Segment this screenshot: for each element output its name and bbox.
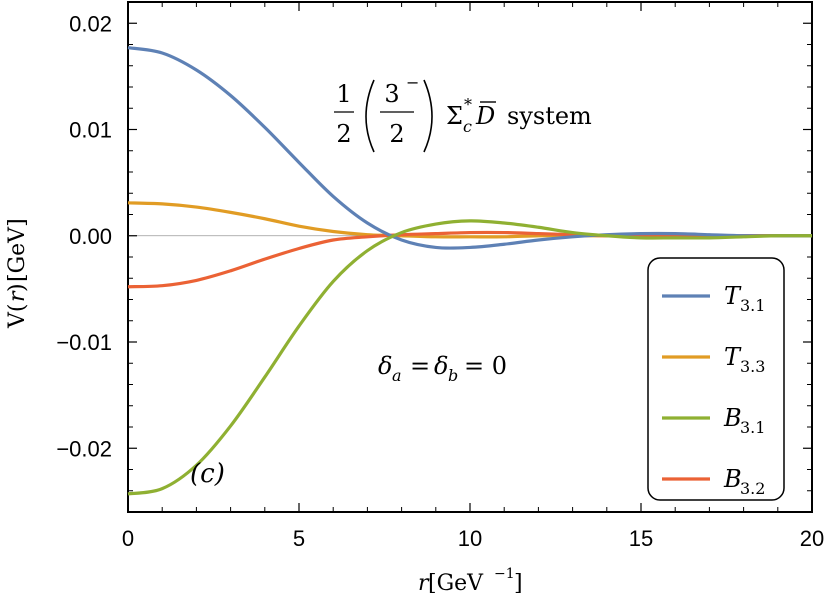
legend-label: T: [724, 282, 742, 310]
axis-ticks: [127, 1, 813, 513]
x-tick-label: 5: [293, 526, 305, 551]
y-axis-unit: [GeV]: [5, 218, 30, 282]
delta-a-sub: a: [392, 366, 402, 385]
sigma-sup: *: [464, 95, 472, 114]
series-lines: [127, 46, 813, 496]
y-axis-var-open: V(: [5, 304, 30, 329]
x-tick-label: 10: [458, 526, 482, 551]
legend-label-sub: 3.1: [740, 296, 765, 315]
legend-label: T: [724, 343, 742, 371]
x-axis-label: r [GeV −1 ]: [418, 566, 523, 596]
x-axis-close: ]: [514, 571, 523, 596]
system-annotation: 1 2 3 − 2 Σ * c D system: [334, 73, 592, 153]
x-axis-unit: [GeV: [428, 571, 484, 596]
delta-b-sub: b: [448, 366, 458, 385]
y-tick-label: 0.00: [69, 224, 112, 249]
frac2-numerator: 3: [384, 80, 399, 108]
x-axis-var: r: [418, 571, 430, 596]
legend-label-sub: 3.1: [740, 418, 765, 437]
dbar-symbol: D: [475, 102, 495, 130]
x-axis-unit-exp: −1: [494, 566, 515, 582]
frac2-denominator: 2: [389, 120, 404, 148]
legend-label-sub: 3.2: [740, 479, 765, 498]
equals-sign: =: [410, 352, 430, 380]
x-tick-label: 0: [122, 526, 134, 551]
y-axis-label: V( r ) [GeV]: [5, 218, 30, 329]
system-word: system: [507, 102, 592, 130]
delta-rhs: = 0: [464, 352, 507, 380]
legend-box: [647, 257, 785, 501]
legend-label: B: [723, 465, 742, 493]
y-tick-label: −0.01: [56, 330, 112, 355]
x-tick-labels: 0 5 10 15 20: [122, 526, 824, 551]
left-paren: [365, 79, 375, 153]
x-tick-label: 20: [800, 526, 824, 551]
frac1-numerator: 1: [336, 80, 351, 108]
y-tick-label: 0.01: [69, 118, 112, 143]
right-paren: [423, 79, 433, 153]
y-tick-labels: 0.02 0.01 0.00 −0.01 −0.02: [56, 11, 112, 461]
frac2-numerator-sup: −: [406, 73, 419, 92]
delta-annotation: δ a = δ b = 0: [378, 352, 507, 385]
legend-label: B: [723, 404, 742, 432]
legend-label-sub: 3.3: [740, 357, 765, 376]
y-tick-label: 0.02: [69, 11, 112, 36]
x-tick-label: 15: [629, 526, 653, 551]
sigma-symbol: Σ: [446, 102, 463, 130]
delta-a: δ: [378, 352, 392, 380]
y-axis-var: r: [5, 290, 30, 302]
y-axis-var-close: ): [5, 283, 30, 292]
panel-label: (c): [190, 459, 225, 489]
series-line-t-3-1: [127, 46, 812, 250]
legend: T 3.1T 3.3B3.1B3.2: [647, 257, 785, 501]
delta-b: δ: [434, 352, 448, 380]
sigma-sub: c: [463, 117, 472, 136]
series-line-b-3-1: [127, 219, 813, 496]
frac1-denominator: 2: [336, 120, 351, 148]
y-tick-label: −0.02: [56, 436, 112, 461]
